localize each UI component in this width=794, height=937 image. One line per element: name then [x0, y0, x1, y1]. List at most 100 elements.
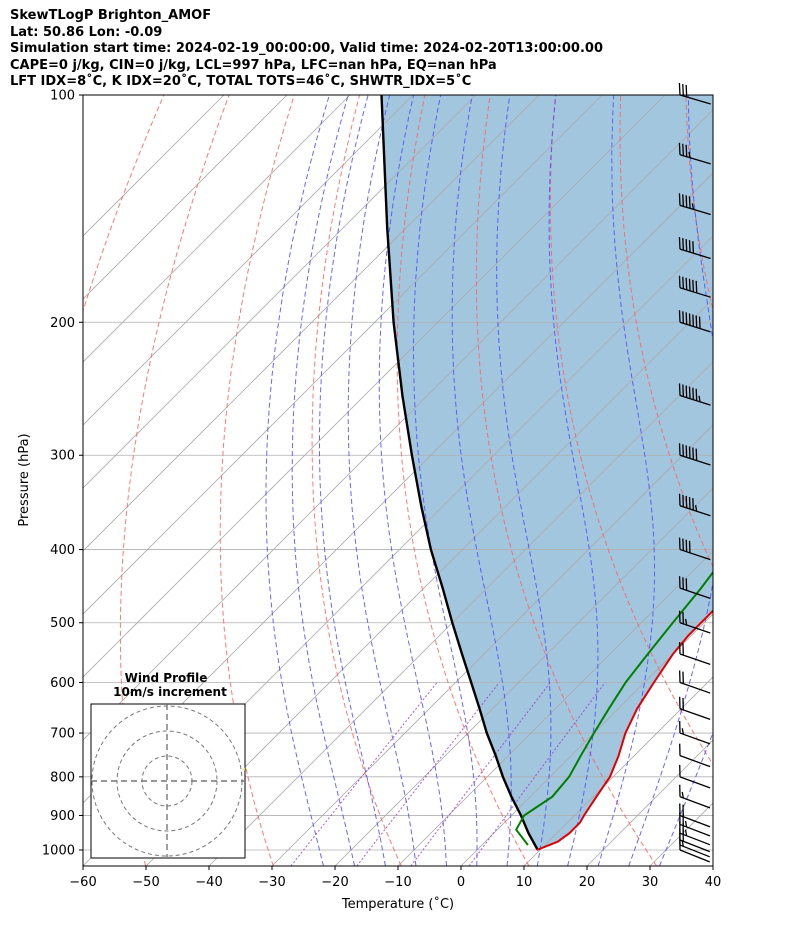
barb-flag	[678, 142, 681, 155]
x-tick-label: 10	[516, 875, 533, 890]
hodograph-subtitle: 10m/s increment	[113, 685, 227, 699]
hodograph-segment	[263, 795, 270, 796]
x-tick-label: −60	[69, 875, 96, 890]
x-tick-label: −20	[321, 875, 348, 890]
moist-adiabat	[659, 731, 713, 866]
y-tick-label: 200	[50, 316, 75, 331]
x-tick-label: 0	[457, 875, 465, 890]
chart-header: SkewTLogP Brighton_AMOF Lat: 50.86 Lon: …	[10, 8, 603, 91]
isotherm-gridline	[83, 95, 540, 552]
y-tick-label: 600	[50, 676, 75, 691]
barb-half-flag	[681, 791, 684, 799]
wind-barb	[678, 670, 711, 694]
isotherm-gridline	[83, 95, 666, 678]
wind-barb	[678, 610, 711, 634]
barb-shaft	[679, 796, 711, 809]
dry-adiabat	[311, 95, 402, 866]
isotherm-gridline	[83, 95, 225, 237]
barb-shaft	[679, 776, 711, 789]
hodograph-segment	[277, 784, 290, 790]
barb-shaft	[679, 287, 711, 298]
barb-flag	[682, 194, 685, 207]
wind-barb	[679, 812, 711, 837]
y-tick-label: 1000	[42, 844, 75, 859]
y-tick-label: 700	[50, 727, 75, 742]
x-tick-label: −40	[195, 875, 222, 890]
barb-flag	[685, 277, 688, 290]
wind-barb	[678, 237, 711, 260]
barb-flag	[692, 314, 695, 327]
hodograph-segment	[290, 790, 292, 794]
hodograph-segment	[250, 767, 256, 768]
barb-shaft	[679, 823, 711, 837]
barb-shaft	[679, 755, 711, 768]
y-tick-label: 900	[50, 809, 75, 824]
barb-half-flag	[688, 151, 691, 158]
wind-barb	[678, 576, 711, 599]
barb-shaft	[679, 622, 711, 634]
barb-flag	[682, 83, 685, 97]
barb-flag	[688, 240, 691, 253]
barb-half-flag	[691, 203, 695, 210]
wind-barb	[678, 142, 711, 165]
convective-params: CAPE=0 j/kg, CIN=0 j/kg, LCL=997 hPa, LF…	[10, 57, 497, 73]
barb-flag	[685, 312, 688, 325]
moist-adiabat	[378, 95, 447, 866]
wind-barb	[679, 696, 711, 721]
mixing-ratio-line	[468, 682, 606, 866]
barb-flag	[678, 310, 681, 323]
dry-adiabat	[475, 95, 658, 866]
station-location: Lat: 50.86 Lon: -0.09	[10, 24, 163, 40]
wind-barb	[678, 443, 711, 466]
barb-shaft	[679, 681, 711, 694]
wind-barb	[678, 193, 711, 216]
cin-shading	[381, 95, 713, 850]
dry-adiabat	[396, 95, 530, 866]
hodograph-segment	[249, 789, 254, 791]
hodograph-segment	[291, 794, 292, 798]
barb-flag	[695, 280, 698, 293]
isotherm-gridline	[83, 109, 713, 741]
simulation-times: Simulation start time: 2024-02-19_00:00:…	[10, 41, 603, 56]
wind-barb	[679, 764, 711, 789]
barb-flag	[692, 279, 695, 292]
hodograph-title: Wind Profile	[125, 671, 208, 685]
barb-flag	[692, 241, 695, 254]
hodograph-segment	[253, 770, 258, 772]
wind-barb	[678, 383, 711, 406]
dry-adiabat	[619, 95, 713, 569]
barb-shaft	[679, 732, 711, 745]
hodograph-segment	[254, 791, 263, 795]
wind-barb	[678, 641, 711, 666]
barb-flag	[682, 276, 684, 289]
x-axis-title: Temperature (˚C)	[341, 896, 454, 912]
dewpoint-line	[515, 570, 713, 846]
barb-flag	[678, 237, 681, 250]
barb-shaft	[679, 321, 711, 333]
isotherm-gridline	[83, 95, 477, 489]
barb-flag	[678, 82, 681, 96]
isotherm-gridline	[334, 487, 713, 866]
barb-shaft	[679, 832, 711, 846]
moist-adiabat	[628, 95, 713, 866]
barb-shaft	[679, 839, 711, 853]
wind-barb	[678, 537, 711, 561]
isotherm-gridline	[712, 865, 713, 866]
barb-flag	[695, 315, 698, 328]
x-tick-label: −10	[384, 875, 411, 890]
wind-barb	[679, 721, 711, 745]
barb-flag	[678, 275, 681, 288]
mixing-ratio-line	[290, 682, 438, 866]
y-tick-label: 100	[50, 89, 75, 104]
barb-flag	[682, 311, 684, 324]
isotherm-gridline	[83, 95, 603, 615]
barb-flag	[685, 195, 688, 208]
isotherm-gridline	[83, 95, 414, 426]
dry-adiabat	[751, 95, 794, 866]
barb-shaft	[679, 204, 711, 216]
barb-shaft	[679, 587, 711, 599]
isotherm-gridline	[271, 424, 713, 866]
barb-shaft	[679, 154, 711, 165]
barb-shaft	[679, 653, 711, 666]
